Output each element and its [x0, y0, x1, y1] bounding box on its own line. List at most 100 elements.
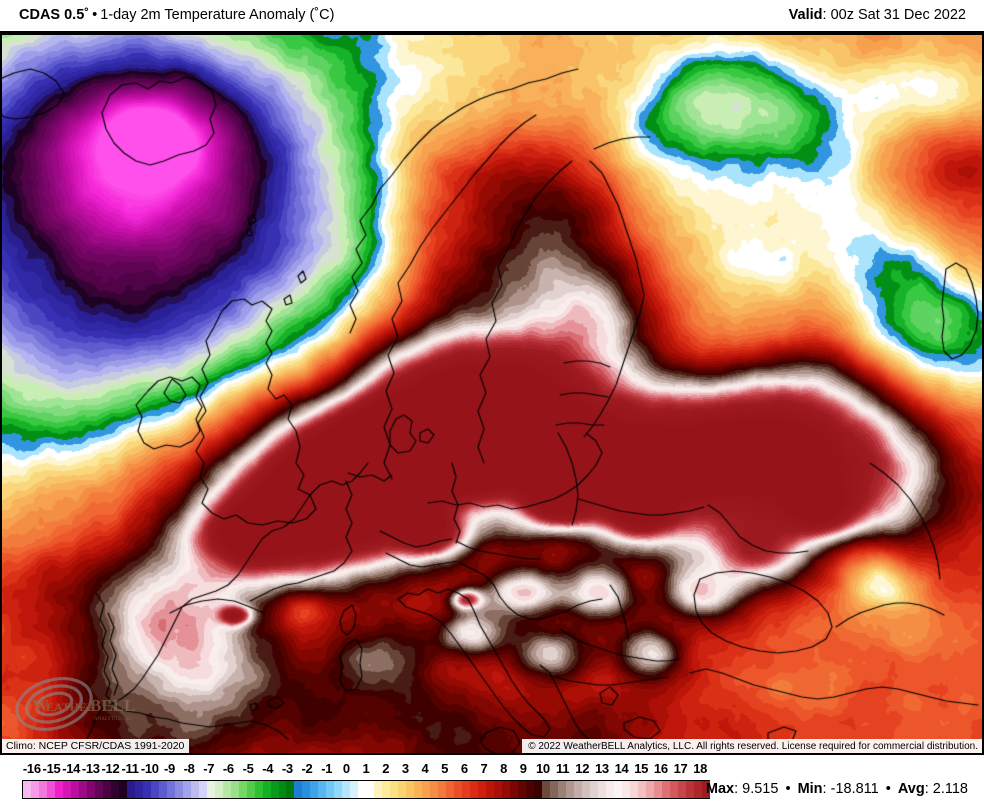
colorbar-tick: -8 [183, 761, 195, 776]
weatherbell-watermark: W EATHER BELL ANALYTICS LLC [8, 675, 168, 733]
stat-bullet-1: • [785, 781, 791, 797]
colorbar-swatch [254, 781, 263, 798]
map-raster [0, 33, 984, 755]
colorbar-swatch [637, 781, 646, 798]
colorbar-tick: 3 [401, 761, 409, 776]
svg-text:ANALYTICS LLC: ANALYTICS LLC [94, 717, 133, 722]
colorbar-tick: 5 [441, 761, 449, 776]
colorbar-swatch [414, 781, 423, 798]
colorbar-swatch [454, 781, 463, 798]
colorbar-swatch [693, 781, 702, 798]
colorbar-swatch [613, 781, 622, 798]
colorbar-swatch [374, 781, 383, 798]
colorbar-swatch [134, 781, 143, 798]
colorbar-swatch [214, 781, 223, 798]
colorbar-swatch [302, 781, 311, 798]
colorbar-swatch [661, 781, 670, 798]
colorbar-tick: 12 [575, 761, 590, 776]
colorbar-swatch [549, 781, 558, 798]
colorbar-swatch [645, 781, 654, 798]
climatology-note: Climo: NCEP CFSR/CDAS 1991-2020 [0, 739, 190, 755]
colorbar-swatch [589, 781, 598, 798]
colorbar-swatch [110, 781, 119, 798]
colorbar-swatch [198, 781, 207, 798]
copyright-note: © 2022 WeatherBELL Analytics, LLC. All r… [522, 739, 984, 755]
colorbar-tick-labels: -16 -15 -14 -13 -12 -11 -10 -9 -8 -7 -6 -5 -4 -3 -2 -1 0… [22, 761, 710, 778]
header-bar: CDAS 0.5˚ • 1-day 2m Temperature Anomaly (… [0, 0, 984, 32]
colorbar-swatch [534, 781, 542, 798]
colorbar-swatch [446, 781, 455, 798]
colorbar-swatch [605, 781, 614, 798]
colorbar-swatch [174, 781, 183, 798]
colorbar-tick: -7 [203, 761, 215, 776]
colorbar-swatch [390, 781, 399, 798]
stat-bullet-2: • [885, 781, 891, 797]
colorbar-swatch [701, 781, 710, 798]
colorbar-swatch [526, 781, 534, 798]
colorbar-swatch [470, 781, 479, 798]
colorbar-swatch [310, 781, 319, 798]
colorbar-swatch [629, 781, 638, 798]
colorbar-swatch [206, 781, 215, 798]
colorbar-swatch [94, 781, 103, 798]
colorbar-swatch [86, 781, 95, 798]
colorbar-swatch [358, 781, 367, 798]
colorbar-swatch [166, 781, 175, 798]
colorbar-swatch [342, 781, 351, 798]
colorbar-tick: 18 [693, 761, 708, 776]
valid-value: 00z Sat 31 Dec 2022 [830, 7, 966, 23]
colorbar-swatch [494, 781, 503, 798]
colorbar-swatch [565, 781, 574, 798]
colorbar-swatch [430, 781, 439, 798]
colorbar-tick: 15 [634, 761, 649, 776]
colorbar-swatch [518, 781, 527, 798]
colorbar-swatch [677, 781, 686, 798]
stat-min-label: Min [797, 781, 823, 797]
colorbar-tick: -15 [42, 761, 61, 776]
colorbar-swatch [286, 781, 295, 798]
colorbar-swatch [685, 781, 694, 798]
colorbar-swatch [350, 781, 359, 798]
colorbar-swatch [38, 781, 47, 798]
colorbar-swatch [326, 781, 335, 798]
header-divider [0, 31, 984, 33]
colorbar-tick: -12 [101, 761, 120, 776]
stat-avg-value: 2.118 [932, 781, 968, 797]
colorbar-swatch [230, 781, 239, 798]
colorbar-swatch [422, 781, 431, 798]
colorbar-tick: 16 [653, 761, 668, 776]
colorbar-swatch [541, 781, 550, 798]
colorbar-tick: 0 [342, 761, 350, 776]
colorbar-swatch [150, 781, 159, 798]
colorbar-swatch [262, 781, 271, 798]
colorbar-tick: 4 [421, 761, 429, 776]
colorbar-swatch [406, 781, 415, 798]
colorbar-swatch [30, 781, 39, 798]
colorbar-swatch [54, 781, 63, 798]
colorbar-tick: -16 [22, 761, 41, 776]
colorbar-swatch [246, 781, 255, 798]
colorbar-swatch [597, 781, 606, 798]
valid-label: Valid [788, 7, 823, 23]
colorbar-swatch [382, 781, 391, 798]
colorbar-swatch [478, 781, 487, 798]
colorbar-swatch [502, 781, 511, 798]
colorbar-swatch [334, 781, 343, 798]
colorbar-swatch [158, 781, 167, 798]
colorbar-tick: -9 [163, 761, 175, 776]
temperature-anomaly-map[interactable]: W EATHER BELL ANALYTICS LLC Climo: NCEP … [0, 33, 984, 755]
colorbar-tick: 11 [555, 761, 570, 776]
colorbar-swatch [23, 781, 31, 798]
colorbar[interactable] [22, 780, 710, 799]
colorbar-tick: 2 [382, 761, 390, 776]
page-title: CDAS 0.5˚ • 1-day 2m Temperature Anomaly (… [19, 7, 334, 23]
model-label: CDAS 0.5˚ [19, 7, 90, 23]
colorbar-tick: -13 [81, 761, 100, 776]
colorbar-swatch [102, 781, 111, 798]
colorbar-tick: -10 [140, 761, 159, 776]
colorbar-swatch [46, 781, 55, 798]
colorbar-tick: 1 [362, 761, 370, 776]
stat-max-value: 9.515 [742, 781, 779, 797]
svg-text:BELL: BELL [90, 696, 135, 715]
svg-text:EATHER: EATHER [46, 700, 96, 714]
